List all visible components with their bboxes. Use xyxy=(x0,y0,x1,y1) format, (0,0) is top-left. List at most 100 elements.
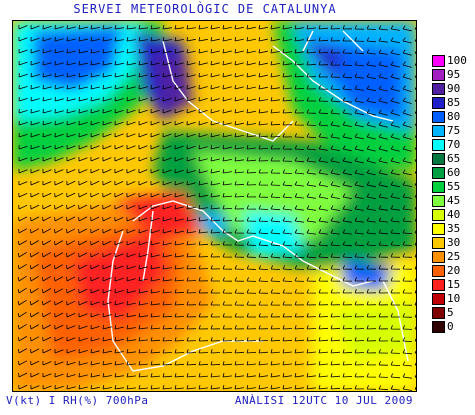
wind-barb xyxy=(366,61,376,67)
wind-barb xyxy=(210,60,220,66)
wind-barb xyxy=(294,265,305,270)
wind-barb xyxy=(234,157,244,162)
wind-barb xyxy=(30,228,40,234)
wind-barb xyxy=(90,385,100,390)
wind-barb xyxy=(150,216,160,222)
wind-barb xyxy=(258,145,269,150)
wind-barb xyxy=(162,313,173,318)
wind-barb xyxy=(150,72,160,78)
wind-barb xyxy=(294,169,305,175)
wind-barb xyxy=(138,276,148,282)
legend-swatch xyxy=(432,55,445,67)
wind-barb xyxy=(330,241,341,247)
wind-barb xyxy=(366,385,377,390)
wind-barb xyxy=(378,49,388,55)
wind-barb xyxy=(258,265,269,270)
wind-barb xyxy=(246,205,257,210)
wind-barb xyxy=(186,205,196,210)
wind-barb xyxy=(42,348,52,354)
wind-barb xyxy=(42,169,52,174)
wind-barb xyxy=(162,277,172,282)
wind-barb xyxy=(30,216,40,222)
wind-barb xyxy=(42,96,52,102)
wind-barb xyxy=(282,277,293,282)
wind-barb xyxy=(42,48,52,54)
wind-barb xyxy=(54,372,64,378)
wind-barb xyxy=(402,49,412,56)
wind-barb xyxy=(342,133,352,140)
wind-barb xyxy=(270,325,281,330)
wind-barb xyxy=(162,265,172,270)
wind-barb xyxy=(42,228,52,234)
wind-barb xyxy=(354,193,364,199)
wind-barb xyxy=(186,72,196,78)
wind-barb xyxy=(162,108,172,114)
wind-barb xyxy=(30,132,40,138)
wind-barb xyxy=(66,240,76,246)
wind-barb xyxy=(42,336,52,342)
wind-barb xyxy=(114,349,124,354)
wind-barb xyxy=(126,180,136,186)
wind-barb xyxy=(186,217,196,222)
wind-barb xyxy=(114,361,124,366)
wind-barb xyxy=(366,25,377,30)
wind-barb xyxy=(102,156,112,162)
wind-barb xyxy=(414,99,416,102)
wind-barb xyxy=(306,385,316,390)
wind-barb xyxy=(366,49,376,55)
wind-barb xyxy=(78,288,88,294)
wind-barb xyxy=(342,85,352,91)
wind-barb xyxy=(258,157,269,162)
wind-barb xyxy=(18,384,28,390)
wind-barb xyxy=(318,301,329,306)
wind-barb xyxy=(102,361,112,366)
wind-barb xyxy=(222,25,232,30)
wind-barb xyxy=(198,289,209,294)
wind-barb xyxy=(234,313,244,318)
wind-barb xyxy=(354,121,364,128)
wind-barb xyxy=(306,133,317,139)
wind-barb xyxy=(282,229,292,235)
wind-barb xyxy=(414,87,416,90)
wind-barb xyxy=(54,48,64,54)
wind-barb xyxy=(390,25,400,31)
wind-barb xyxy=(306,181,316,187)
wind-barb xyxy=(270,145,281,150)
wind-barb xyxy=(17,275,27,282)
wind-barb xyxy=(210,217,221,222)
wind-barb xyxy=(198,84,208,90)
wind-barb xyxy=(90,336,100,342)
wind-barb xyxy=(306,145,317,151)
wind-barb xyxy=(234,84,244,90)
wind-barb xyxy=(162,60,172,66)
wind-barb xyxy=(354,25,365,30)
wind-barb xyxy=(354,85,364,91)
wind-barb xyxy=(342,169,352,176)
wind-barb xyxy=(414,350,416,354)
legend-swatch xyxy=(432,125,445,137)
wind-barb xyxy=(114,168,124,174)
wind-barb xyxy=(138,252,148,258)
wind-barb xyxy=(30,312,40,318)
wind-barb xyxy=(78,37,88,42)
wind-barb xyxy=(342,49,353,54)
legend-swatch xyxy=(432,293,445,305)
wind-barb xyxy=(234,108,244,114)
wind-barb xyxy=(174,204,184,210)
wind-barb xyxy=(366,121,376,128)
wind-barb xyxy=(270,361,280,366)
wind-barb xyxy=(246,253,257,258)
wind-barb xyxy=(78,61,88,66)
wind-barb xyxy=(78,372,88,378)
wind-barb xyxy=(54,324,64,330)
wind-barb xyxy=(246,145,256,150)
wind-barb xyxy=(414,338,416,342)
wind-barb xyxy=(222,301,233,306)
wind-barb xyxy=(270,49,280,54)
wind-barb xyxy=(282,193,293,199)
wind-barb xyxy=(294,157,305,163)
wind-barb xyxy=(258,61,268,66)
wind-barb xyxy=(390,157,400,164)
wind-barb xyxy=(414,386,416,390)
wind-barb xyxy=(90,360,100,366)
